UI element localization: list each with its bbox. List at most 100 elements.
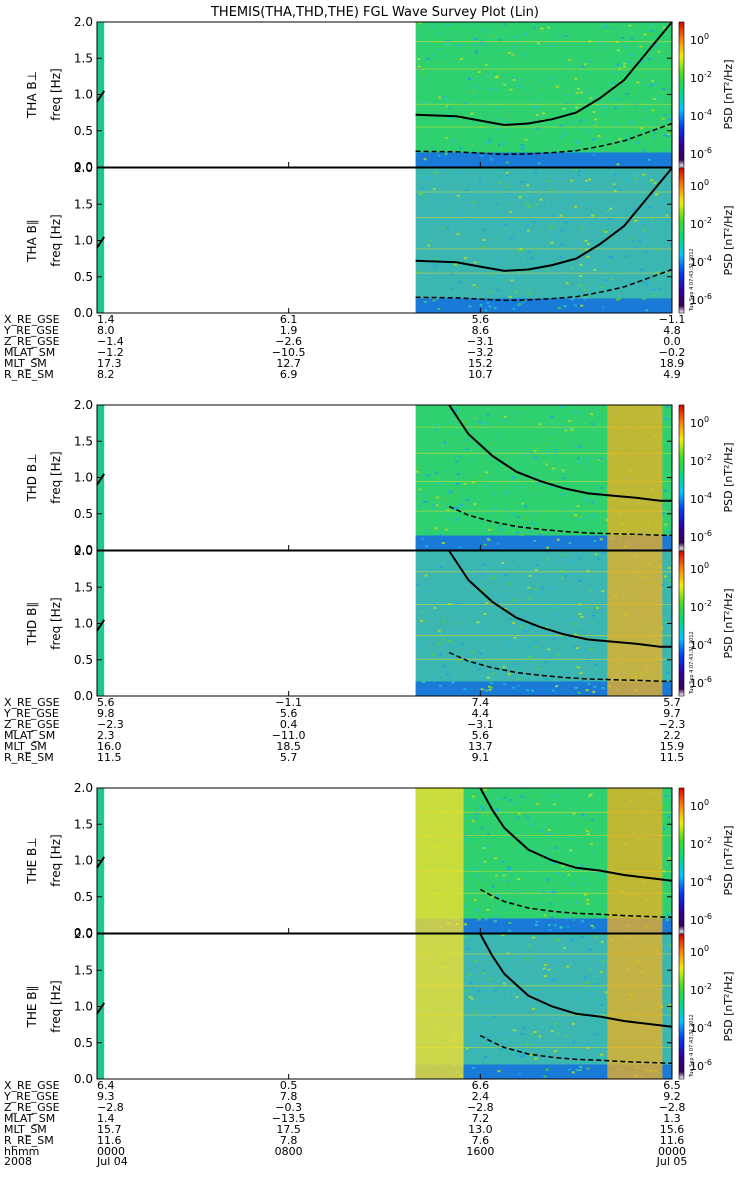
colorbar-tick-label: 100 <box>690 178 709 193</box>
orbit-value: −1.2 <box>97 346 124 359</box>
spectral-texture <box>415 168 672 312</box>
y-tick-label: 2.0 <box>74 544 93 558</box>
spectrogram-panel: 0.0 0.5 1.0 1.5 2.0 THE B∥ freq [Hz] 100 10-2 10-… <box>25 927 735 1086</box>
orbit-value: 5.7 <box>663 696 681 709</box>
y-tick-label: 0.0 <box>74 543 93 557</box>
y-tick-label: 1.0 <box>74 1000 93 1014</box>
time-row-label: hhmm <box>4 1145 39 1158</box>
orbit-value: −0.3 <box>275 1101 302 1114</box>
orbit-value: 6.4 <box>97 1079 115 1092</box>
probe-group-the: 0.0 0.5 1.0 1.5 2.0 THE B⊥ freq [Hz] 100 10-2 10-… <box>3 781 735 1168</box>
wave-activity-band <box>607 934 663 1079</box>
date-label: Jul 05 <box>656 1155 688 1168</box>
colorbar-label: PSD [nT²/Hz] <box>722 588 735 658</box>
orbit-value: 8.0 <box>97 324 115 337</box>
panel-label: THD B⊥ <box>25 453 39 502</box>
y-tick-label: 0.0 <box>74 1072 93 1086</box>
wave-activity-band <box>415 934 464 1079</box>
orbit-value: −2.6 <box>275 335 302 348</box>
orbit-value: 4.9 <box>663 368 681 381</box>
y-tick-label: 2.0 <box>74 398 93 412</box>
y-tick-label: 0.5 <box>74 890 93 904</box>
orbit-value: −3.1 <box>467 335 494 348</box>
orbit-value: −11.0 <box>272 729 306 742</box>
spectrogram-panel: 0.0 0.5 1.0 1.5 2.0 THE B⊥ freq [Hz] 100 10-2 10-… <box>25 781 735 940</box>
y-tick-label: 0.0 <box>74 926 93 940</box>
y-tick-label: 0.0 <box>74 160 93 174</box>
orbit-value: 15.7 <box>97 1123 122 1136</box>
orbit-value: 18.9 <box>660 357 685 370</box>
orbit-value: 0.5 <box>280 1079 298 1092</box>
colorbar-tick-label: 10-6 <box>690 1058 712 1073</box>
spectrogram-region <box>415 22 672 167</box>
colorbar-label: PSD [nT²/Hz] <box>722 442 735 512</box>
panel-label: THD B∥ <box>25 602 39 647</box>
orbit-row-label: X_RE_GSE <box>4 1079 60 1092</box>
colorbar-label: PSD [nT²/Hz] <box>722 59 735 129</box>
colorbar-tick-label: 10-4 <box>690 491 712 506</box>
spectrogram-panel: 0.0 0.5 1.0 1.5 2.0 THA B∥ freq [Hz] 100 10-2 10-… <box>25 161 735 320</box>
y-axis-label: freq [Hz] <box>49 68 63 120</box>
orbit-value: −2.3 <box>97 718 124 731</box>
orbit-value: 4.4 <box>472 707 490 720</box>
y-tick-label: 0.5 <box>74 124 93 138</box>
orbit-value: 5.6 <box>280 707 298 720</box>
colorbar-tick-label: 100 <box>690 415 709 430</box>
colorbar-tick-label: 10-4 <box>690 108 712 123</box>
panel-label: THE B⊥ <box>25 837 39 884</box>
colorbar-tick-label: 10-4 <box>690 637 712 652</box>
wave-activity-band <box>607 405 663 550</box>
orbit-row-label: MLT_SM <box>4 357 47 370</box>
gyrofrequency-line <box>415 21 673 127</box>
timestamp-stamp: Tue Sep 4 07:43:31 2012 <box>689 1014 695 1078</box>
orbit-value: 12.7 <box>276 357 301 370</box>
spectrogram-panel: 0.0 0.5 1.0 1.5 2.0 THD B∥ freq [Hz] 100 10-2 10-… <box>25 544 735 703</box>
orbit-row-label: R_RE_SM <box>4 1134 54 1147</box>
orbit-row-label: MLT_SM <box>4 1123 47 1136</box>
y-tick-label: 1.5 <box>74 434 93 448</box>
orbit-row-label: Z_RE_GSE <box>4 1101 60 1114</box>
date-label: Jul 04 <box>96 1155 128 1168</box>
orbit-row-label: X_RE_GSE <box>4 313 60 326</box>
panel-label: THA B∥ <box>25 219 39 263</box>
orbit-value: −1.1 <box>659 313 686 326</box>
orbit-value: 6.5 <box>663 1079 681 1092</box>
y-axis-label: freq [Hz] <box>49 597 63 649</box>
orbit-table: X_RE_GSE 5.6 −1.1 7.4 5.7Y_RE_GSE 9.8 5.6 4.4 9.… <box>3 696 685 764</box>
orbit-value: 15.6 <box>660 1123 685 1136</box>
y-tick-label: 1.5 <box>74 197 93 211</box>
orbit-value: 8.2 <box>97 368 115 381</box>
gyrofrequency-line <box>415 167 673 272</box>
orbit-value: 18.5 <box>276 740 301 753</box>
orbit-row-label: Y_RE_GSE <box>3 1090 59 1103</box>
gyrofrequency-line <box>448 550 672 648</box>
y-tick-label: 0.5 <box>74 1036 93 1050</box>
gyrofrequency-line <box>479 933 673 1028</box>
orbit-value: −0.2 <box>659 346 686 359</box>
probe-group-tha: 0.0 0.5 1.0 1.5 2.0 THA B⊥ freq [Hz] 100 10-2 10-… <box>3 15 735 381</box>
colorbar: 100 10-2 10-4 10-6 PSD [nT²/Hz] Tue Sep 4 07:… <box>678 933 735 1080</box>
wave-activity-band <box>607 551 663 696</box>
probe-panels: 0.0 0.5 1.0 1.5 2.0 THA B⊥ freq [Hz] 100 10-2 10-… <box>3 15 735 1168</box>
orbit-value: 15.2 <box>468 357 493 370</box>
year-label: 2008 <box>4 1155 32 1168</box>
colorbar-tick-label: 10-2 <box>690 599 712 614</box>
orbit-row-label: MLAT_SM <box>4 729 55 742</box>
orbit-value: −1.1 <box>275 696 302 709</box>
orbit-value: 16.0 <box>97 740 122 753</box>
wave-activity-band <box>607 788 663 933</box>
orbit-value: 11.6 <box>97 1134 122 1147</box>
orbit-value: 7.2 <box>472 1112 490 1125</box>
y-tick-label: 1.0 <box>74 471 93 485</box>
y-axis-label: freq [Hz] <box>49 834 63 886</box>
orbit-value: 7.8 <box>280 1090 298 1103</box>
orbit-row-label: R_RE_SM <box>4 751 54 764</box>
figure-title: THEMIS(THA,THD,THE) FGL Wave Survey Plot… <box>210 5 539 20</box>
y-tick-label: 1.0 <box>74 234 93 248</box>
timestamp-stamp: Tue Sep 4 07:43:31 2012 <box>689 248 695 312</box>
orbit-value: 1.9 <box>280 324 298 337</box>
colorbar-tick-label: 10-4 <box>690 1020 712 1035</box>
orbit-value: 5.6 <box>97 696 115 709</box>
panel-label: THA B⊥ <box>25 71 39 119</box>
colorbar-label: PSD [nT²/Hz] <box>722 971 735 1041</box>
